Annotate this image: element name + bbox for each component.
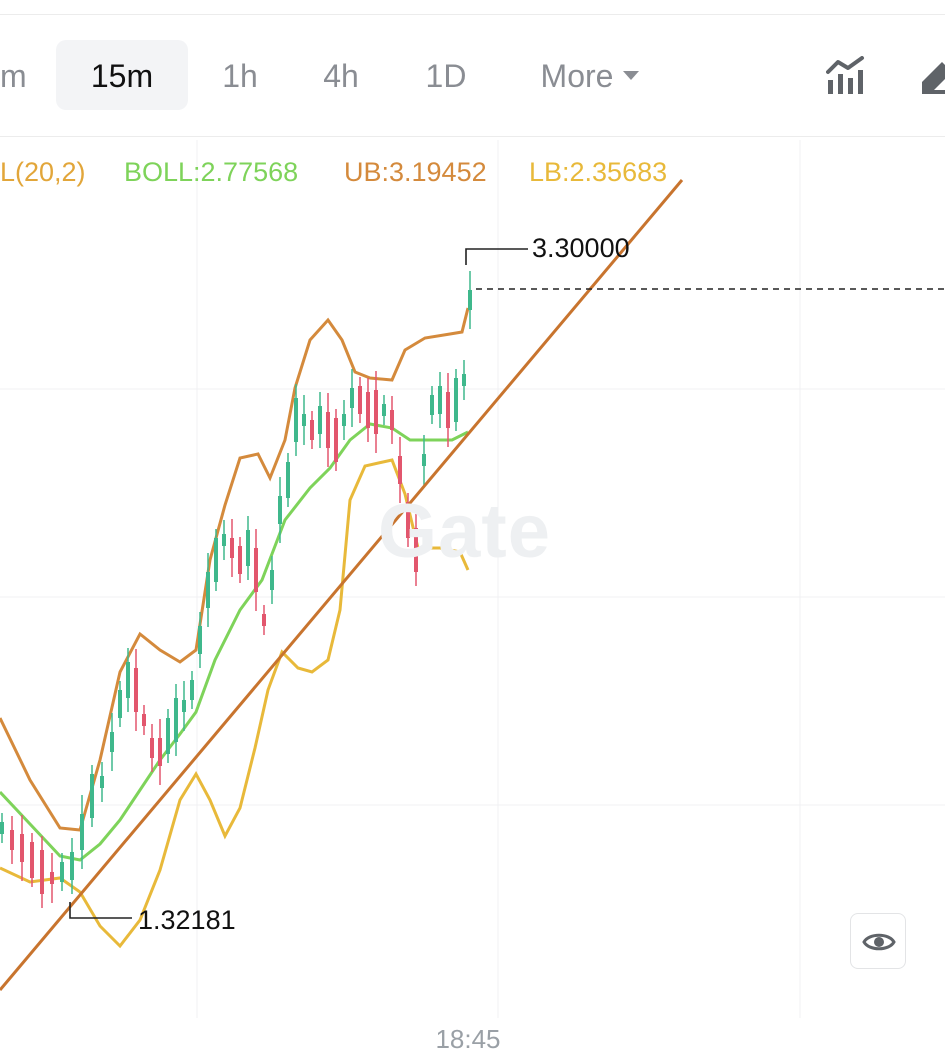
candle-body: [468, 290, 472, 310]
tab-timeframe-1D[interactable]: 1D: [425, 58, 467, 94]
high-price-label: 3.30000: [532, 233, 630, 263]
more-label: More: [540, 58, 614, 94]
high-marker-line: [465, 248, 528, 265]
candle-body: [118, 690, 122, 718]
more-dropdown[interactable]: More: [520, 40, 660, 110]
candle-body: [0, 822, 4, 834]
candle-body: [238, 546, 242, 574]
visibility-toggle-button[interactable]: [850, 913, 906, 969]
candle-body: [438, 386, 442, 414]
tab-timeframe-m[interactable]: m: [0, 58, 27, 94]
middle-band-line: [0, 422, 469, 862]
candle-body: [10, 830, 14, 850]
candle-body: [182, 700, 186, 712]
candle-body: [174, 698, 178, 742]
candle-body: [30, 842, 34, 878]
time-axis-label: 18:45: [435, 1024, 501, 1054]
candle-body: [326, 412, 330, 448]
toolbar-divider: [0, 136, 945, 137]
candle-body: [166, 718, 170, 754]
candle-body: [382, 404, 386, 416]
indicator-chart-icon[interactable]: [826, 56, 866, 96]
candle-body: [50, 872, 54, 884]
candle-body: [358, 386, 362, 414]
candle-body: [40, 850, 44, 894]
legend-ub-value: UB:3.19452: [344, 157, 487, 187]
support-trendline: [0, 179, 684, 991]
candle-body: [406, 502, 410, 538]
candle-body: [350, 388, 354, 408]
gate-watermark: Gate: [378, 489, 551, 574]
candle-body: [310, 420, 314, 440]
candle-body: [374, 390, 378, 434]
eye-icon: [862, 933, 896, 951]
candle-body: [230, 538, 234, 558]
candle-body: [366, 392, 370, 428]
candle-body: [246, 530, 250, 566]
candle-body: [342, 414, 346, 426]
legend-boll-value: BOLL:2.77568: [124, 157, 299, 187]
candle-body: [214, 538, 218, 582]
top-divider: [0, 14, 945, 15]
candle-body: [398, 456, 402, 484]
candle-body: [318, 406, 322, 434]
candle-body: [286, 462, 290, 498]
candle-body: [262, 614, 266, 626]
low-marker-line: [69, 902, 132, 919]
tab-timeframe-4h[interactable]: 4h: [323, 58, 359, 94]
candle-body: [150, 738, 154, 758]
chart-grid: [0, 140, 945, 1018]
candle-body: [302, 414, 306, 426]
candle-body: [446, 392, 450, 428]
tab-timeframe-1h[interactable]: 1h: [222, 58, 258, 94]
candle-body: [270, 570, 274, 590]
legend-boll-params: L(20,2): [0, 157, 86, 187]
candle-body: [142, 714, 146, 726]
candle-body: [20, 834, 24, 862]
candles: [0, 271, 472, 908]
candle-body: [294, 398, 298, 442]
candle-body: [278, 496, 282, 524]
bollinger-bands: [0, 307, 470, 949]
caret-down-icon: [623, 71, 640, 81]
candle-body: [70, 852, 74, 880]
drawing-tool-icon[interactable]: [918, 56, 945, 96]
candle-body: [198, 626, 202, 654]
candle-body: [60, 862, 64, 882]
candle-body: [190, 680, 194, 700]
candle-body: [430, 395, 434, 415]
candle-body: [206, 572, 210, 608]
candle-body: [454, 378, 458, 422]
candle-body: [254, 548, 258, 592]
candle-body: [110, 732, 114, 752]
candle-body: [414, 528, 418, 572]
low-price-label: 1.32181: [138, 905, 236, 935]
candle-body: [222, 534, 226, 546]
candle-body: [158, 738, 162, 766]
tab-timeframe-15m[interactable]: 15m: [56, 40, 188, 110]
candle-body: [462, 374, 466, 386]
candle-body: [334, 418, 338, 462]
candle-body: [100, 776, 104, 788]
candle-body: [134, 668, 138, 712]
upper-band-line: [0, 307, 470, 832]
candle-body: [126, 662, 130, 698]
candle-body: [80, 814, 84, 850]
legend-lb-value: LB:2.35683: [529, 157, 668, 187]
chart-overlays: [0, 179, 945, 991]
timeframe-toolbar: m 15m 1h 4h 1D More: [0, 38, 945, 116]
candle-body: [90, 774, 94, 818]
candle-body: [390, 410, 394, 430]
candle-body: [422, 454, 426, 466]
